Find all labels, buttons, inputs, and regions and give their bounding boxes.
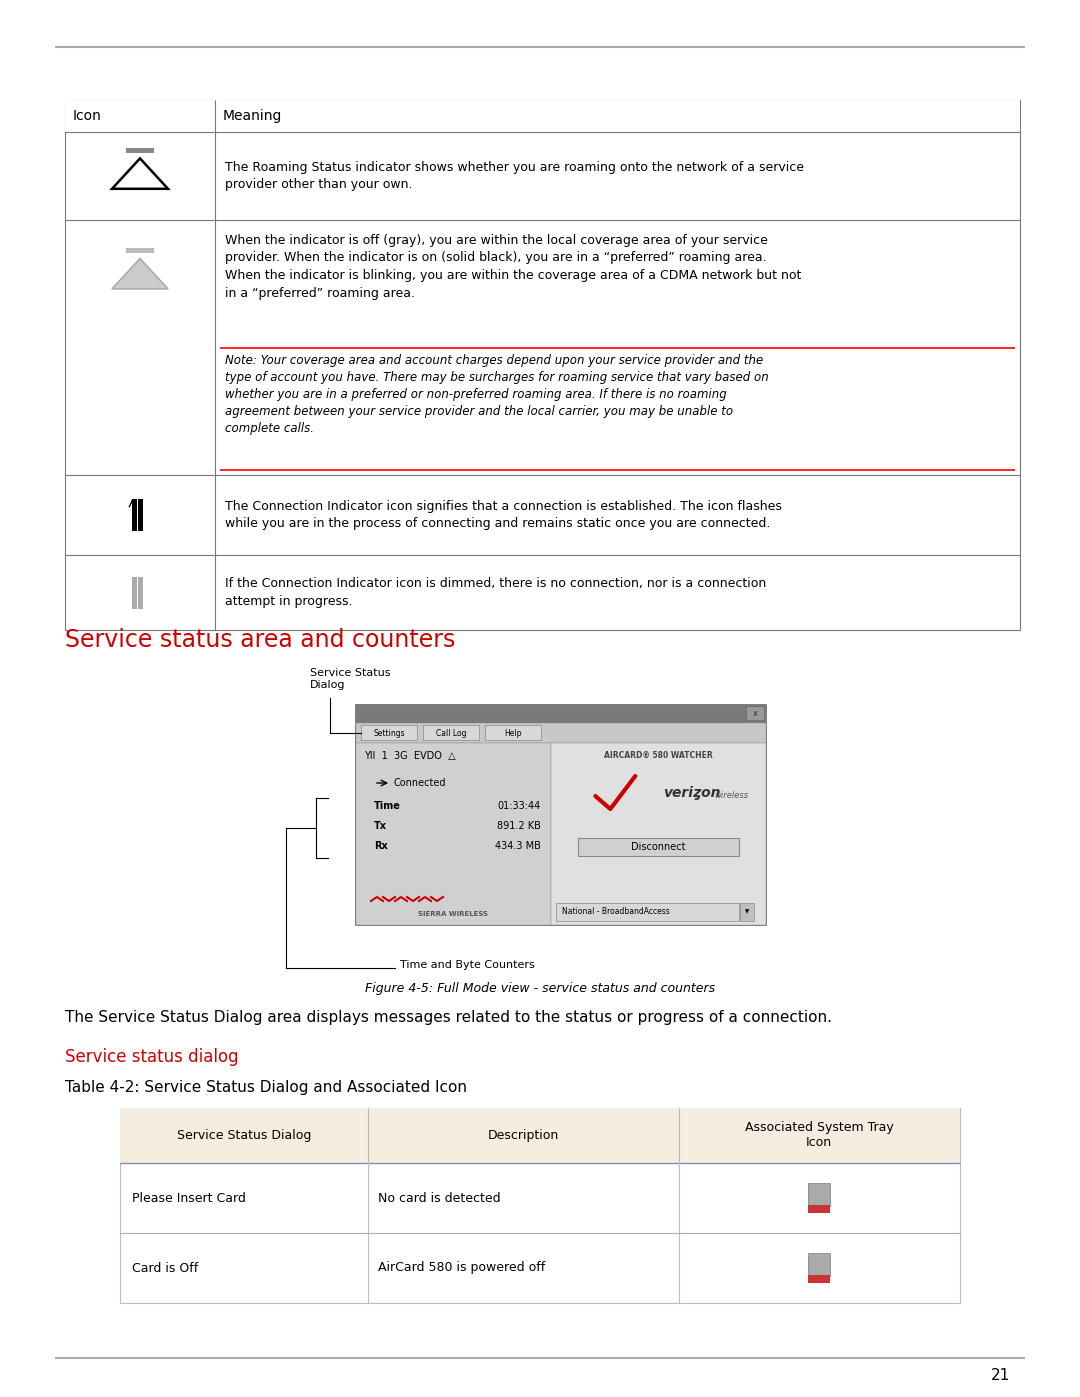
Text: Settings: Settings <box>374 728 405 738</box>
Text: Rx: Rx <box>374 841 388 851</box>
Text: Call Log: Call Log <box>435 728 467 738</box>
Text: Icon: Icon <box>73 109 102 123</box>
Text: The Service Status Dialog area displays messages related to the status or progre: The Service Status Dialog area displays … <box>65 1010 832 1025</box>
Text: Help: Help <box>504 728 522 738</box>
Bar <box>356 743 551 925</box>
Text: SIERRA WIRELESS: SIERRA WIRELESS <box>418 911 488 916</box>
Polygon shape <box>112 258 168 289</box>
Polygon shape <box>112 158 168 189</box>
Text: 434.3 MB: 434.3 MB <box>495 841 541 851</box>
FancyBboxPatch shape <box>578 838 739 855</box>
Bar <box>65 101 1020 630</box>
Bar <box>746 705 764 719</box>
Text: Yll  1  3G  EVDO  △: Yll 1 3G EVDO △ <box>364 752 456 761</box>
Bar <box>356 705 766 724</box>
Bar <box>120 1108 960 1303</box>
Text: Card is Off: Card is Off <box>132 1261 199 1274</box>
Bar <box>808 1253 831 1275</box>
Text: veriȥon: veriȥon <box>663 787 720 800</box>
Text: When the indicator is off (gray), you are within the local coverage area of your: When the indicator is off (gray), you ar… <box>225 235 801 299</box>
Text: If the Connection Indicator icon is dimmed, there is no connection, nor is a con: If the Connection Indicator icon is dimm… <box>225 577 766 608</box>
Text: Service status dialog: Service status dialog <box>65 1048 239 1066</box>
Text: Associated System Tray
Icon: Associated System Tray Icon <box>745 1122 893 1150</box>
Text: Disconnect: Disconnect <box>631 841 686 852</box>
Bar <box>138 577 143 609</box>
Text: Time: Time <box>374 800 401 812</box>
Text: wireless: wireless <box>715 791 748 799</box>
Text: AirCard 580 is powered off: AirCard 580 is powered off <box>378 1261 545 1274</box>
Bar <box>65 101 1020 131</box>
Bar <box>132 577 137 609</box>
Text: Service Status Dialog: Service Status Dialog <box>177 1129 311 1141</box>
FancyBboxPatch shape <box>556 902 739 921</box>
FancyBboxPatch shape <box>423 725 480 740</box>
Text: Service status area and counters: Service status area and counters <box>65 629 456 652</box>
Text: No card is detected: No card is detected <box>378 1192 500 1204</box>
Text: Connected: Connected <box>394 778 446 788</box>
Bar <box>551 743 766 925</box>
Bar <box>808 1204 831 1213</box>
Text: Service Status
Dialog: Service Status Dialog <box>310 668 391 690</box>
Text: Please Insert Card: Please Insert Card <box>132 1192 246 1204</box>
Text: Tx: Tx <box>374 821 387 831</box>
Bar <box>126 148 154 152</box>
Bar <box>740 902 754 921</box>
Text: Time and Byte Counters: Time and Byte Counters <box>400 960 535 970</box>
Text: Table 4-2: Service Status Dialog and Associated Icon: Table 4-2: Service Status Dialog and Ass… <box>65 1080 467 1095</box>
Text: 21: 21 <box>990 1368 1010 1383</box>
Bar <box>120 1108 960 1162</box>
FancyBboxPatch shape <box>485 725 541 740</box>
Bar <box>132 499 137 531</box>
Bar <box>808 1183 831 1206</box>
Text: AIRCARD® 580 WATCHER: AIRCARD® 580 WATCHER <box>604 752 713 760</box>
Text: Meaning: Meaning <box>222 109 282 123</box>
Text: ▼: ▼ <box>744 909 748 915</box>
Bar <box>808 1274 831 1282</box>
Text: 01:33:44: 01:33:44 <box>498 800 541 812</box>
Bar <box>356 705 766 925</box>
Text: The Connection Indicator icon signifies that a connection is established. The ic: The Connection Indicator icon signifies … <box>225 500 782 529</box>
Text: National - BroadbandAccess: National - BroadbandAccess <box>562 908 670 916</box>
Bar <box>138 499 143 531</box>
Text: 891.2 KB: 891.2 KB <box>497 821 541 831</box>
Bar <box>126 247 154 253</box>
Text: Figure 4-5: Full Mode view - service status and counters: Figure 4-5: Full Mode view - service sta… <box>365 982 715 995</box>
Text: Note: Your coverage area and account charges depend upon your service provider a: Note: Your coverage area and account cha… <box>225 353 769 434</box>
Text: Description: Description <box>487 1129 558 1141</box>
Bar <box>356 724 766 743</box>
FancyBboxPatch shape <box>361 725 417 740</box>
Text: The Roaming Status indicator shows whether you are roaming onto the network of a: The Roaming Status indicator shows wheth… <box>225 161 804 191</box>
Text: x: x <box>753 708 757 718</box>
